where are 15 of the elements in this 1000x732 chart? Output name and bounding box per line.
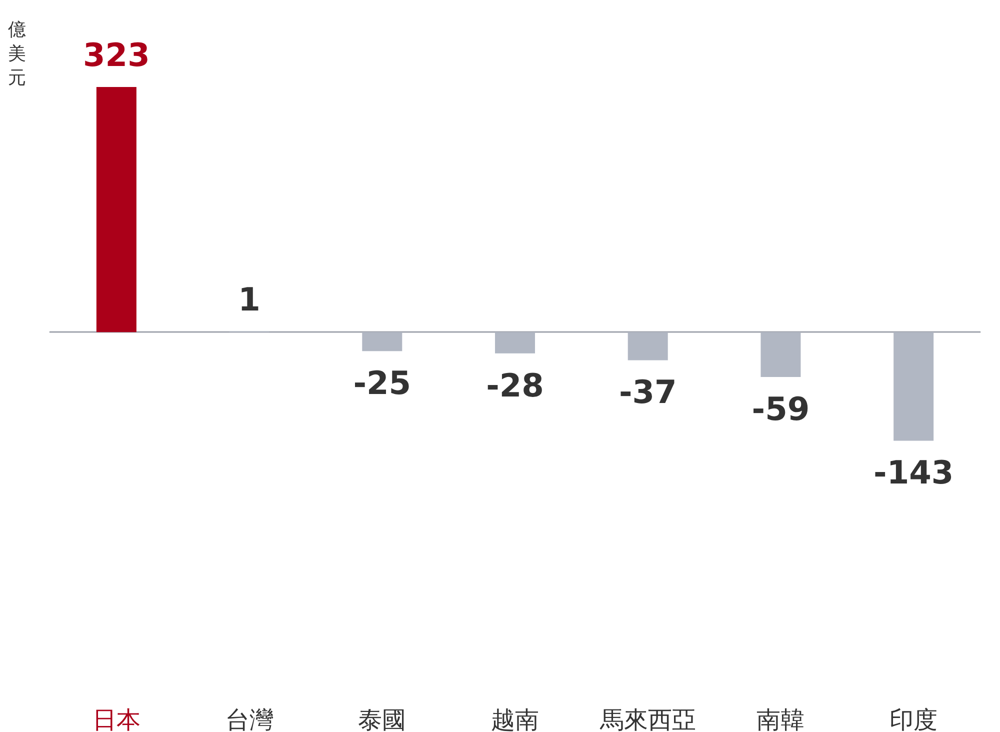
data-label: -28 [486,366,544,404]
data-label: -143 [874,454,954,492]
x-tick-label: 印度 [890,706,938,732]
x-tick-label: 南韓 [756,706,805,732]
data-label: 1 [238,280,260,318]
x-tick-label: 馬來西亞 [598,706,696,732]
y-axis-title: 億美元 [8,20,26,88]
data-label: -59 [752,390,810,428]
x-tick-label: 台灣 [225,706,274,732]
x-tick-label: 泰國 [358,706,406,732]
data-label: -25 [353,364,412,402]
data-label: 323 [83,36,150,74]
data-label: -37 [618,373,677,412]
x-tick-label: 越南 [491,706,539,732]
x-tick-label: 日本 [92,706,140,732]
